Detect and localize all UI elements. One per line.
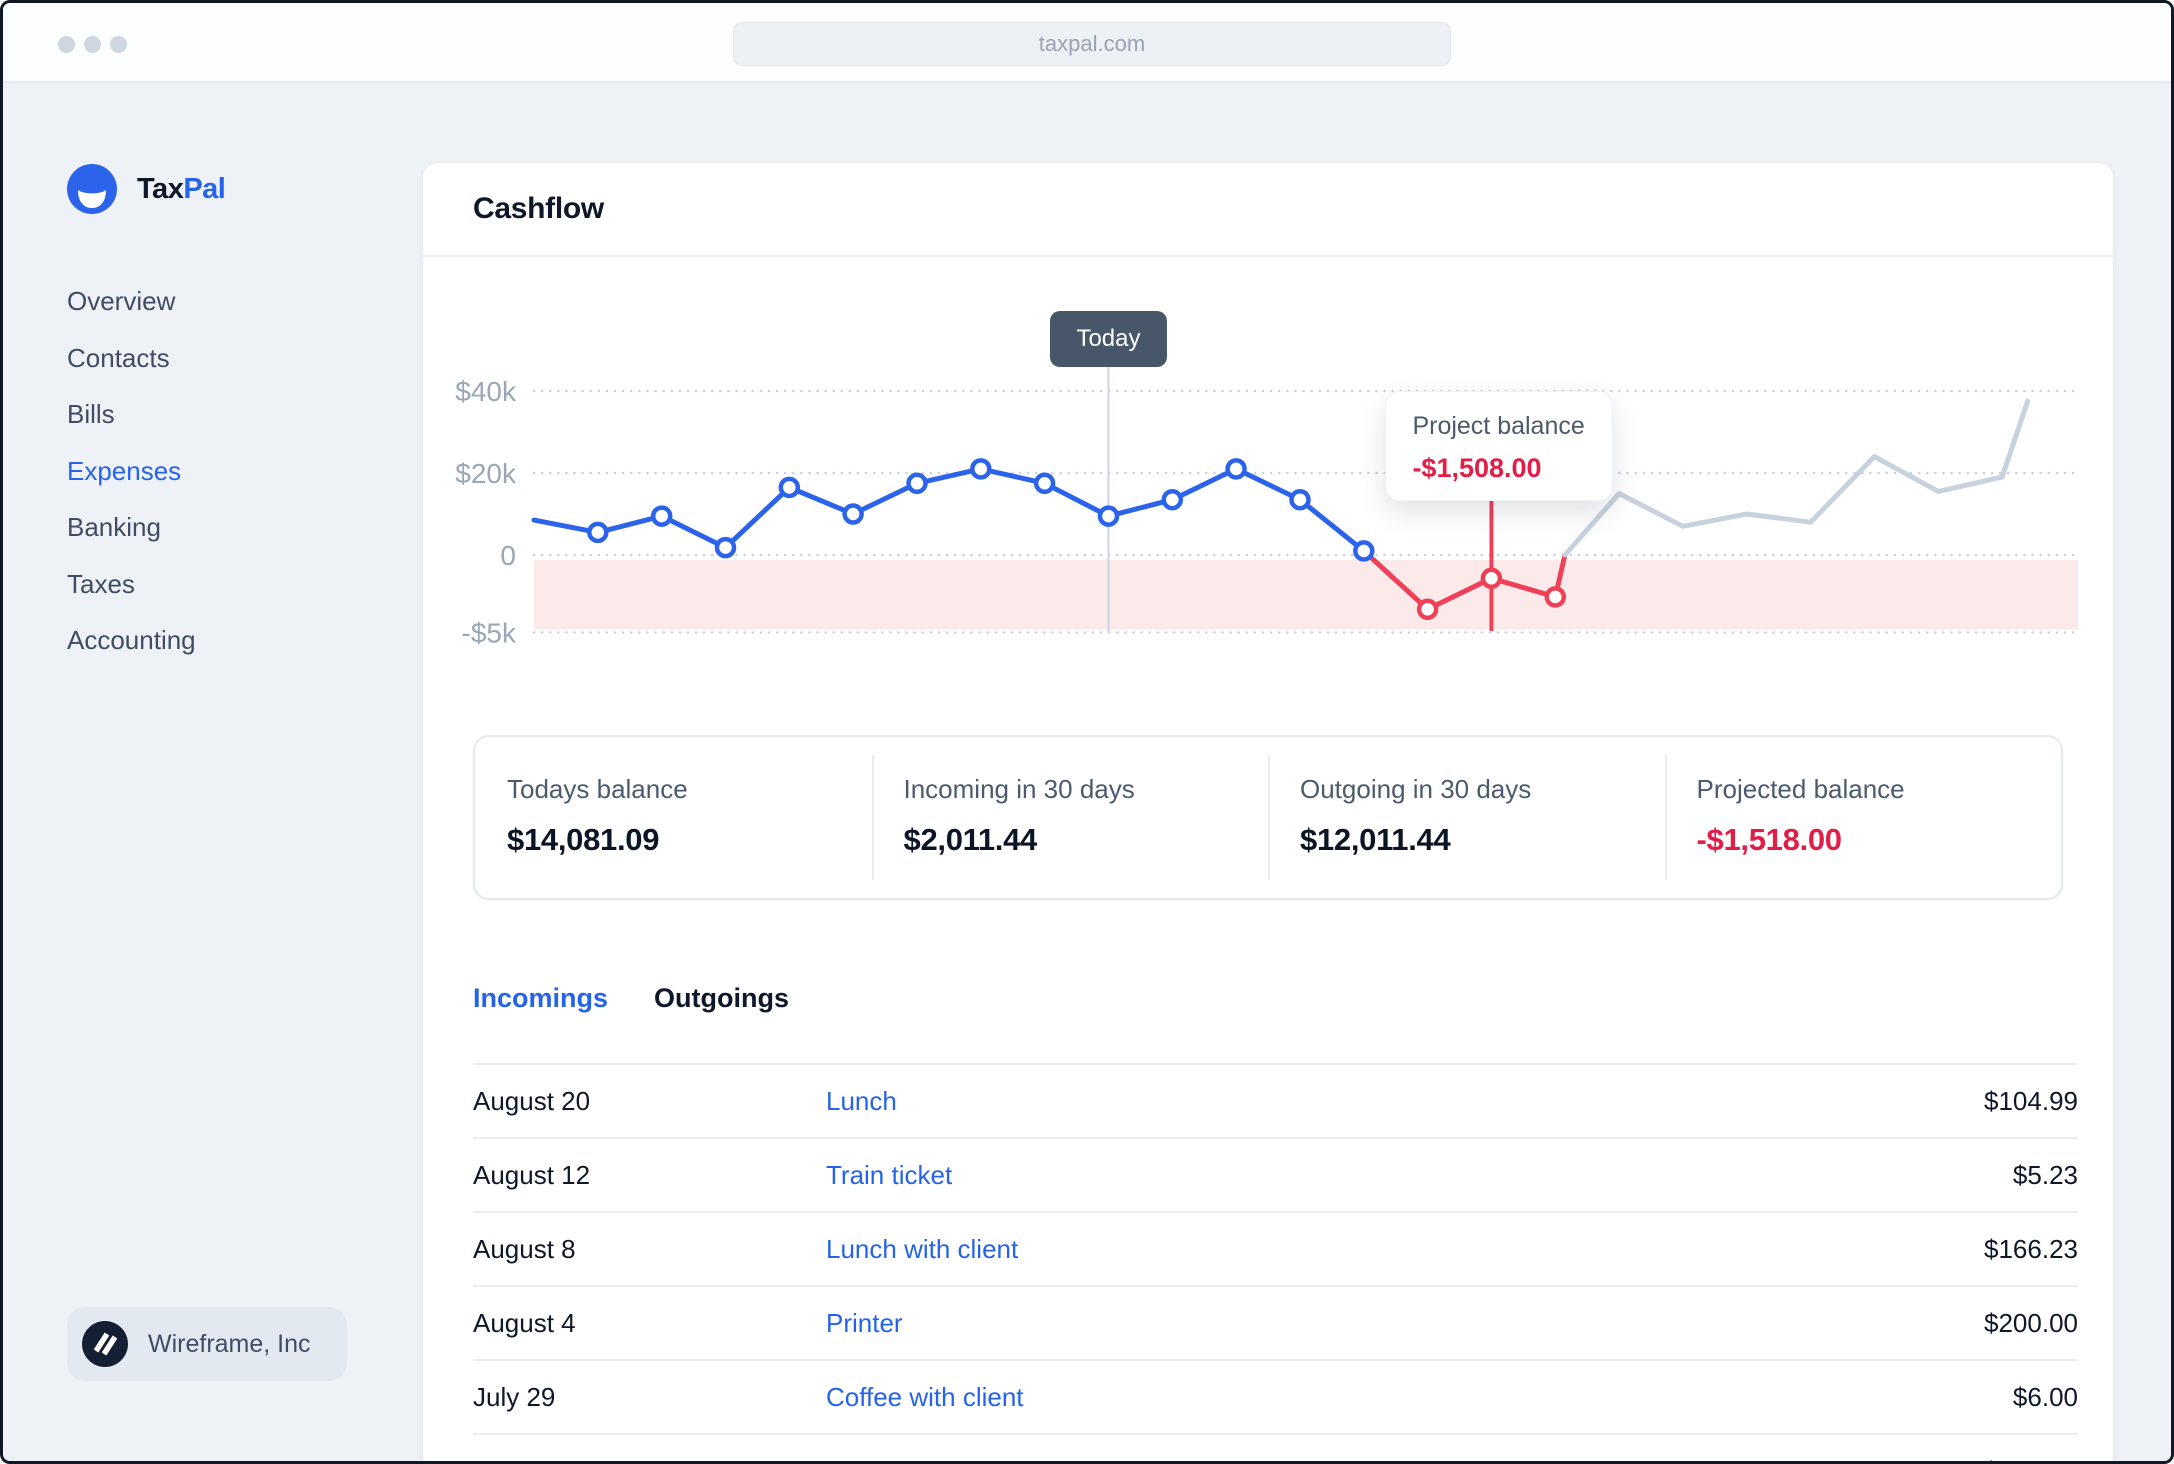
transaction-row: July 29 Coffee with client $6.00 [473,1359,2078,1433]
transaction-amount: $104.99 [1984,1085,2078,1116]
transaction-date: August 4 [473,1307,576,1338]
panel-header: Cashflow [423,163,2113,257]
sidebar-nav: Overview Contacts Bills Expenses Banking Taxe… [67,273,196,669]
org-name: Wireframe, Inc [148,1329,311,1358]
cashflow-chart: $40k $20k 0 -$5k Today Project balance -$1,… [423,257,2113,677]
cashflow-panel: Cashflow $40k $20k 0 -$5k Today Project bal… [423,163,2113,1462]
negative-region-band [534,560,2078,630]
summary-label: Incoming in 30 days [903,774,1135,804]
transaction-row: August 12 Train ticket $5.23 [473,1137,2078,1211]
window-control-dot[interactable] [84,36,101,53]
data-point-marker[interactable] [587,521,609,544]
sidebar-item-accounting[interactable]: Accounting [67,625,196,655]
chart-canvas[interactable]: $40k $20k 0 -$5k [423,257,2113,677]
sidebar-item-expenses[interactable]: Expenses [67,455,182,486]
y-axis-tick: $40k [455,376,517,407]
org-switcher[interactable]: Wireframe, Inc [67,1307,347,1381]
summary-card: Projected balance -$1,518.00 [1664,737,2062,898]
summary-label: Projected balance [1696,774,1905,804]
y-axis-tick: 0 [500,540,516,571]
url-bar[interactable]: taxpal.com [733,22,1451,66]
transaction-link[interactable]: Coffee with client [826,1381,1024,1412]
brand: TaxPal [67,164,226,214]
data-point-marker[interactable] [1225,458,1247,480]
brand-name: TaxPal [137,172,226,205]
transactions-tabs: Incomings Outgoings [473,971,789,1025]
data-point-marker[interactable] [970,458,992,480]
app-body: TaxPal Overview Contacts Bills Expenses Bank… [3,83,2171,1461]
tooltip-value: -$1,508.00 [1412,453,1542,483]
data-point-marker[interactable] [1480,567,1503,590]
y-axis-tick: $20k [455,458,517,489]
transaction-row: August 4 Printer $200.00 [473,1285,2078,1359]
data-point-marker[interactable] [1289,488,1311,511]
window-control-dot[interactable] [110,36,127,53]
transaction-date: August 12 [473,1159,591,1190]
sidebar-item-contacts[interactable]: Contacts [67,342,170,373]
taxpal-logo-icon [67,164,117,214]
sidebar-item-overview[interactable]: Overview [67,286,176,316]
transaction-link[interactable]: Printer [826,1307,903,1338]
transactions-table: August 20 Lunch $104.99 August 12 Train tick… [473,1063,2078,1462]
sidebar-item-bills[interactable]: Bills [67,399,115,429]
chart-tooltip: Project balance -$1,508.00 [1385,391,1614,501]
data-point-marker[interactable] [1097,505,1120,527]
tab-incomings[interactable]: Incomings [473,983,609,1013]
summary-card: Outgoing in 30 days $12,011.44 [1268,737,1665,898]
data-point-marker[interactable] [1416,598,1439,621]
window-controls [58,36,127,53]
transaction-link[interactable]: Travel [826,1456,1984,1462]
browser-chrome: taxpal.com [3,3,2171,83]
summary-label: Todays balance [507,774,688,804]
transaction-link[interactable]: Train ticket [826,1159,953,1190]
data-point-marker[interactable] [842,503,864,525]
transaction-date: August 8 [473,1233,576,1264]
transaction-row: August 8 Lunch with client $166.23 [473,1211,2078,1285]
summary-value: $12,011.44 [1300,822,1451,857]
wireframe-logo-icon [82,1321,128,1367]
data-point-marker[interactable] [1544,586,1567,608]
transaction-amount: $166.23 [1984,1233,2078,1264]
data-point-marker[interactable] [906,472,928,495]
series-balance_forecast [1562,398,2031,558]
transaction-row: August 20 Lunch $104.99 [473,1063,2078,1137]
tab-outgoings[interactable]: Outgoings [654,983,789,1013]
sidebar-item-banking[interactable]: Banking [67,512,161,542]
panel-title: Cashflow [473,192,604,225]
transaction-date: July 29 [473,1381,556,1412]
transaction-link[interactable]: Lunch with client [826,1233,1019,1264]
data-point-marker[interactable] [1161,488,1184,511]
data-point-marker[interactable] [1353,540,1375,562]
transaction-amount: $6.00 [2012,1381,2078,1412]
transaction-date: July 22 [473,1456,826,1462]
summary-label: Outgoing in 30 days [1300,774,1532,804]
tooltip-label: Project balance [1412,412,1585,440]
transaction-row: July 22Travel$105.63 [473,1433,2078,1462]
summary-card: Todays balance $14,081.09 [475,737,872,898]
transaction-amount: $5.23 [2012,1159,2078,1190]
series-balance_actual [531,466,1367,554]
transaction-link[interactable]: Lunch [826,1085,897,1116]
summary-cards: Todays balance $14,081.09 Incoming in 30 d… [473,735,2063,900]
data-point-marker[interactable] [778,476,801,499]
window-control-dot[interactable] [58,36,75,53]
sidebar-item-taxes[interactable]: Taxes [67,568,135,599]
url-text: taxpal.com [1038,31,1146,56]
summary-value: -$1,518.00 [1696,822,1843,857]
today-badge: Today [1050,311,1167,367]
y-axis-tick: -$5k [462,618,517,649]
data-point-marker[interactable] [714,536,737,559]
summary-card: Incoming in 30 days $2,011.44 [871,737,1269,898]
transaction-amount: $105.63 [1984,1456,2078,1462]
transaction-amount: $200.00 [1984,1307,2078,1338]
data-point-marker[interactable] [650,505,673,527]
summary-value: $14,081.09 [507,822,660,857]
summary-value: $2,011.44 [903,822,1038,857]
data-point-marker[interactable] [1033,472,1056,495]
transaction-date: August 20 [473,1085,591,1116]
